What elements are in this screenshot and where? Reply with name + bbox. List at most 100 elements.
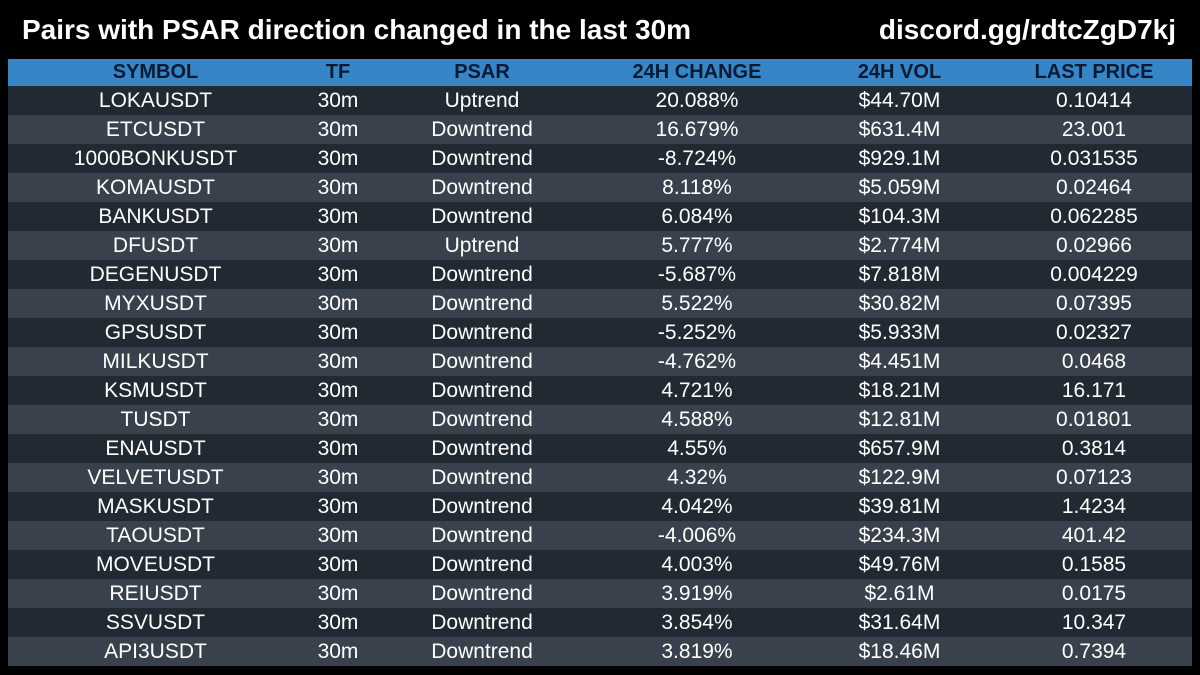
column-header-psar[interactable]: PSAR (454, 61, 510, 83)
cell-price: 0.10414 (1056, 88, 1132, 112)
column-header-change[interactable]: 24H CHANGE (632, 61, 762, 83)
cell-psar: Downtrend (431, 610, 533, 634)
cell-tf: 30m (317, 349, 359, 373)
cell-symbol: TAOUSDT (106, 523, 205, 547)
cell-price: 0.3814 (1061, 436, 1127, 460)
cell-change: -4.762% (657, 349, 737, 373)
cell-psar: Downtrend (431, 378, 533, 402)
cell-symbol: DEGENUSDT (89, 262, 222, 286)
cell-volume: $5.059M (858, 175, 941, 199)
cell-volume: $49.76M (858, 552, 941, 576)
cell-change: 3.819% (661, 639, 733, 663)
column-header-symbol[interactable]: SYMBOL (112, 61, 199, 83)
cell-psar: Uptrend (444, 88, 520, 112)
cell-psar: Downtrend (431, 523, 533, 547)
table-row: TUSDT 30m Downtrend 4.588% $12.81M 0.01801 (8, 405, 1192, 434)
cell-price: 0.07395 (1056, 291, 1132, 315)
cell-change: 16.679% (655, 117, 739, 141)
cell-volume: $44.70M (858, 88, 941, 112)
cell-volume: $234.3M (858, 523, 941, 547)
cell-volume: $18.46M (858, 639, 941, 663)
cell-tf: 30m (317, 610, 359, 634)
cell-symbol: KSMUSDT (104, 378, 207, 402)
cell-volume: $4.451M (858, 349, 941, 373)
cell-tf: 30m (317, 262, 359, 286)
column-header-tf[interactable]: TF (325, 61, 351, 83)
table-row: KOMAUSDT 30m Downtrend 8.118% $5.059M 0.02464 (8, 173, 1192, 202)
discord-link[interactable]: discord.gg/rdtcZgD7kj (878, 14, 1176, 45)
cell-tf: 30m (317, 465, 359, 489)
cell-tf: 30m (317, 320, 359, 344)
table-row: MASKUSDT 30m Downtrend 4.042% $39.81M 1.4234 (8, 492, 1192, 521)
cell-psar: Downtrend (431, 581, 533, 605)
cell-price: 0.07123 (1056, 465, 1132, 489)
cell-price: 0.01801 (1056, 407, 1132, 431)
cell-symbol: API3USDT (104, 639, 207, 663)
cell-change: 4.042% (661, 494, 733, 518)
table-row: REIUSDT 30m Downtrend 3.919% $2.61M 0.0175 (8, 579, 1192, 608)
table-row: KSMUSDT 30m Downtrend 4.721% $18.21M 16.171 (8, 376, 1192, 405)
cell-change: -5.252% (657, 320, 737, 344)
cell-price: 0.7394 (1061, 639, 1127, 663)
cell-tf: 30m (317, 175, 359, 199)
cell-price: 0.031535 (1050, 146, 1138, 170)
cell-psar: Downtrend (431, 320, 533, 344)
cell-psar: Downtrend (431, 552, 533, 576)
cell-price: 0.02966 (1056, 233, 1132, 257)
cell-volume: $929.1M (858, 146, 941, 170)
cell-symbol: DFUSDT (112, 233, 199, 257)
cell-tf: 30m (317, 88, 359, 112)
cell-psar: Downtrend (431, 639, 533, 663)
cell-psar: Downtrend (431, 407, 533, 431)
cell-volume: $31.64M (858, 610, 941, 634)
cell-tf: 30m (317, 523, 359, 547)
cell-tf: 30m (317, 233, 359, 257)
table-row: MILKUSDT 30m Downtrend -4.762% $4.451M 0.0468 (8, 347, 1192, 376)
cell-psar: Downtrend (431, 349, 533, 373)
cell-tf: 30m (317, 117, 359, 141)
cell-symbol: ETCUSDT (105, 117, 206, 141)
cell-tf: 30m (317, 552, 359, 576)
cell-psar: Downtrend (431, 146, 533, 170)
pairs-table: SYMBOL TF PSAR 24H CHANGE 24H VOL LAST PRICE L… (8, 59, 1192, 666)
cell-volume: $7.818M (858, 262, 941, 286)
cell-symbol: MASKUSDT (97, 494, 214, 518)
cell-change: 3.919% (661, 581, 733, 605)
cell-psar: Downtrend (431, 175, 533, 199)
table-header-row: SYMBOL TF PSAR 24H CHANGE 24H VOL LAST PRICE (8, 59, 1192, 86)
cell-change: 8.118% (662, 175, 732, 199)
cell-price: 0.062285 (1050, 204, 1138, 228)
header-bar: Pairs with PSAR direction changed in the… (0, 0, 1200, 60)
cell-change: 3.854% (661, 610, 733, 634)
cell-volume: $122.9M (858, 465, 941, 489)
cell-symbol: REIUSDT (109, 581, 202, 605)
cell-change: 20.088% (655, 88, 739, 112)
table-row: VELVETUSDT 30m Downtrend 4.32% $122.9M 0.0712… (8, 463, 1192, 492)
cell-change: -4.006% (657, 523, 737, 547)
table-row: MOVEUSDT 30m Downtrend 4.003% $49.76M 0.1585 (8, 550, 1192, 579)
column-header-volume[interactable]: 24H VOL (857, 61, 942, 83)
cell-change: 5.777% (661, 233, 733, 257)
column-header-price[interactable]: LAST PRICE (1034, 61, 1154, 83)
table-row: GPSUSDT 30m Downtrend -5.252% $5.933M 0.02327 (8, 318, 1192, 347)
cell-price: 0.004229 (1050, 262, 1138, 286)
cell-price: 1.4234 (1061, 494, 1127, 518)
table-row: 1000BONKUSDT 30m Downtrend -8.724% $929.1M 0.… (8, 144, 1192, 173)
cell-symbol: KOMAUSDT (95, 175, 215, 199)
cell-volume: $657.9M (858, 436, 941, 460)
cell-price: 16.171 (1061, 378, 1127, 402)
cell-change: 4.32% (667, 465, 727, 489)
cell-volume: $18.21M (858, 378, 941, 402)
cell-volume: $631.4M (858, 117, 941, 141)
cell-price: 23.001 (1061, 117, 1127, 141)
cell-symbol: MYXUSDT (104, 291, 207, 315)
cell-change: 5.522% (661, 291, 733, 315)
cell-price: 401.42 (1061, 523, 1127, 547)
cell-price: 0.1585 (1061, 552, 1127, 576)
cell-symbol: 1000BONKUSDT (73, 146, 238, 170)
cell-change: -5.687% (657, 262, 737, 286)
cell-volume: $39.81M (858, 494, 941, 518)
table-row: DEGENUSDT 30m Downtrend -5.687% $7.818M 0.004… (8, 260, 1192, 289)
cell-change: 4.55% (667, 436, 727, 460)
cell-volume: $5.933M (858, 320, 941, 344)
